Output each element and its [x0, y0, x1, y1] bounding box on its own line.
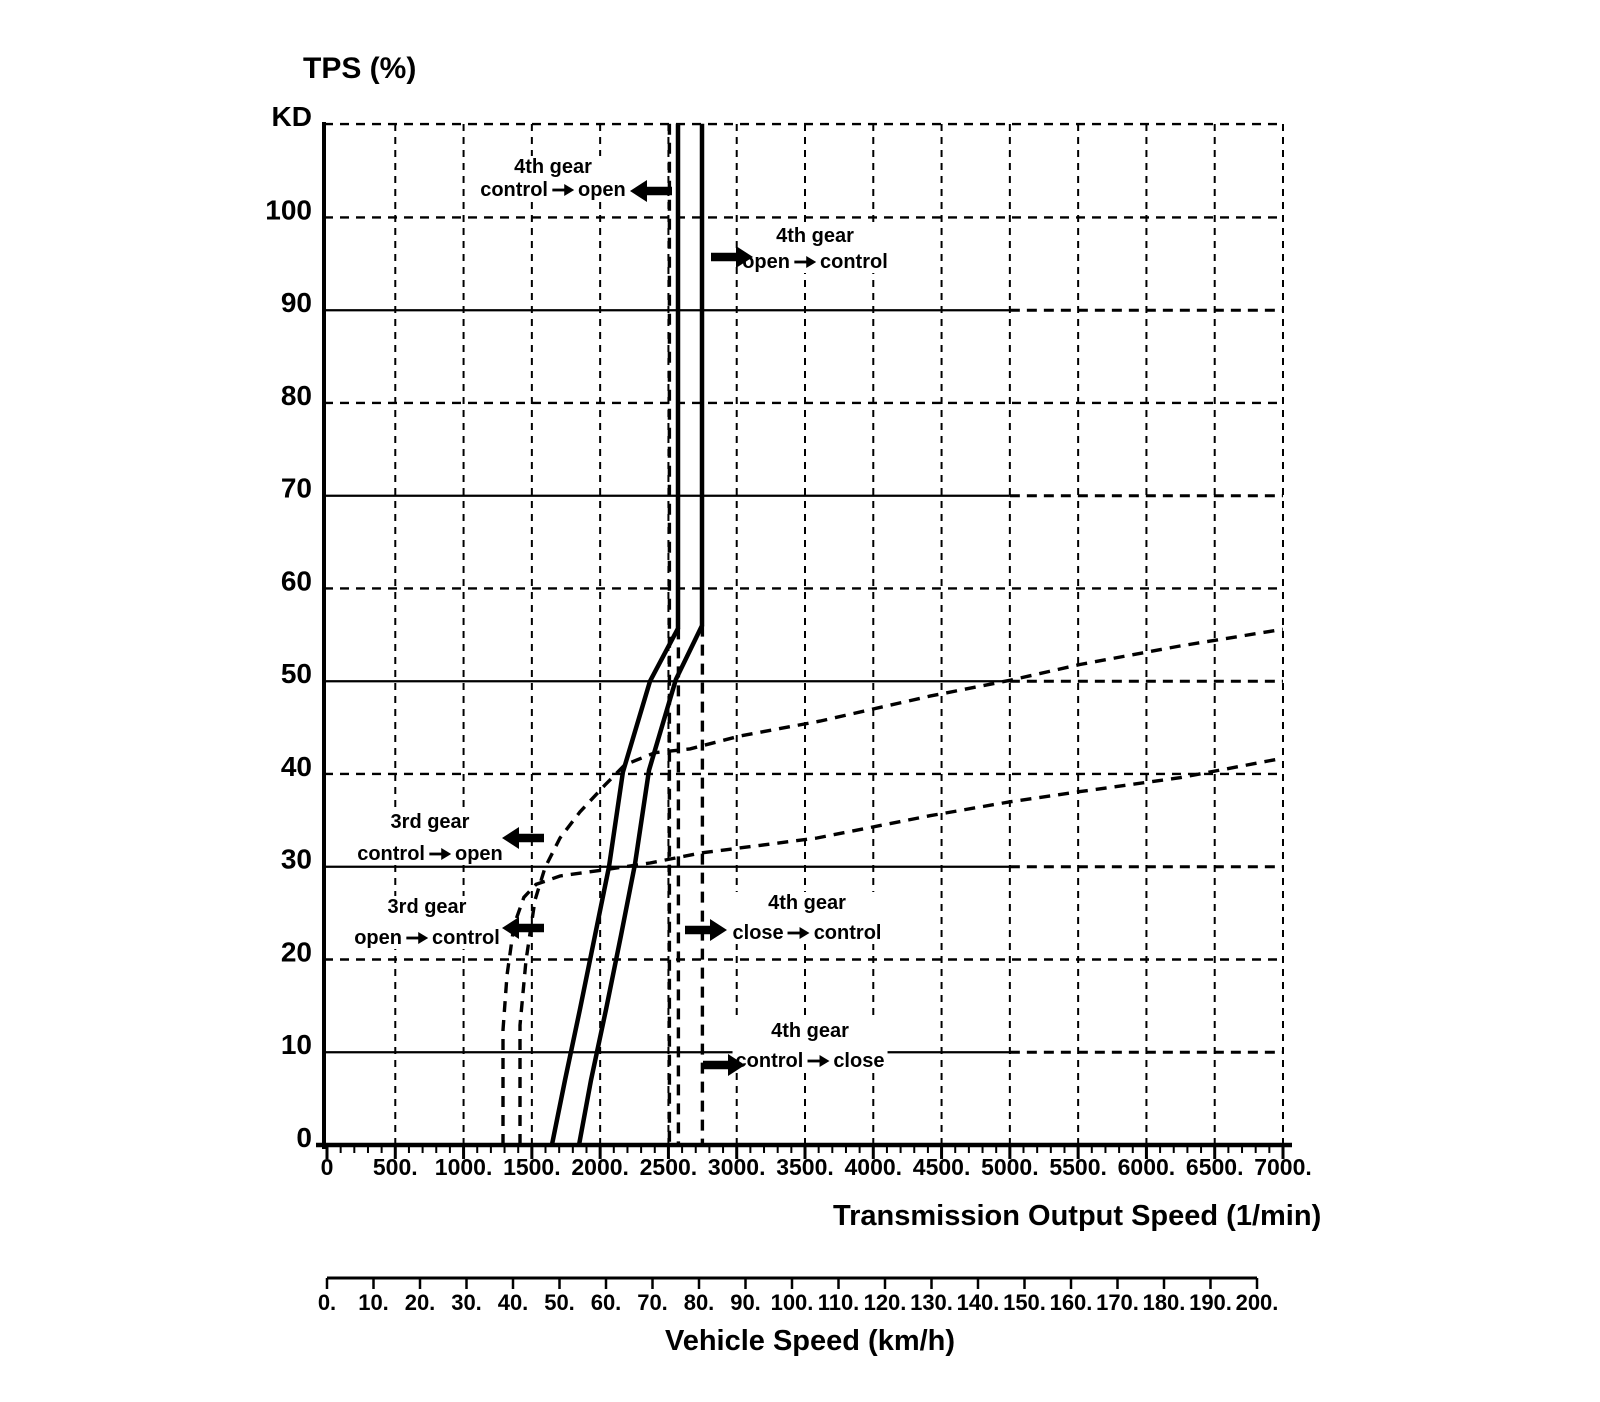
annotation-to: close — [833, 1050, 885, 1072]
series-3rd-gear-control-to-open — [518, 627, 1284, 1145]
x2-tick-label: 80. — [684, 1290, 715, 1315]
annotation-line2: open control — [354, 927, 500, 949]
annotation-from: control — [357, 843, 425, 865]
x-tick-label: 4500. — [913, 1154, 971, 1180]
annotation-line1: 4th gear — [768, 892, 846, 914]
x2-tick-label: 100. — [771, 1290, 814, 1315]
y-tick-label: 70 — [281, 473, 312, 504]
label-3rd-gear-control-open: 3rd gear control open — [354, 811, 506, 865]
label-3rd-gear-open-control: 3rd gear open control — [351, 896, 503, 949]
left-shift-arrow-icon — [630, 180, 672, 202]
annotation-line1: 4th gear — [771, 1020, 849, 1042]
label-4th-gear-close-control: 4th gear close control — [729, 892, 885, 944]
label-4th-gear-control-open: 4th gear control open — [477, 156, 629, 201]
x2-tick-label: 40. — [498, 1290, 529, 1315]
series-4th-gear-control-to-open — [549, 123, 681, 1146]
y-tick-label: 100 — [265, 194, 312, 225]
left-shift-arrow-icon — [502, 827, 544, 849]
x2-tick-label: 60. — [591, 1290, 622, 1315]
x-tick-label: 1000. — [435, 1154, 493, 1180]
x-tick-label: 2500. — [640, 1154, 698, 1180]
y-tick-label: 80 — [281, 380, 312, 411]
y-tick-label: 40 — [281, 751, 312, 782]
x2-tick-label: 90. — [730, 1290, 761, 1315]
annotation-from: control — [735, 1050, 804, 1072]
small-right-arrow-icon — [807, 1055, 830, 1067]
x2-tick-label: 180. — [1143, 1290, 1186, 1315]
x-tick-label: 500. — [373, 1154, 418, 1180]
x2-tick-label: 170. — [1096, 1290, 1139, 1315]
y-tick-label: 90 — [281, 287, 312, 318]
annotation-to: open — [455, 843, 503, 865]
series-4th-gear-open-to-control — [576, 123, 705, 1146]
x2-tick-label: 160. — [1050, 1290, 1093, 1315]
x-tick-label: 3000. — [708, 1154, 766, 1180]
x-tick-label: 2000. — [571, 1154, 629, 1180]
annotation-from: open — [354, 927, 402, 949]
x2-tick-label: 190. — [1189, 1290, 1232, 1315]
y-tick-label: 0 — [296, 1122, 312, 1153]
small-right-arrow-icon — [794, 256, 816, 268]
annotation-to: control — [820, 251, 888, 273]
annotation-line1: 4th gear — [514, 156, 592, 178]
x2-tick-label: 130. — [910, 1290, 953, 1315]
annotation-to: open — [578, 179, 626, 201]
x2-tick-label: 0. — [318, 1290, 336, 1315]
x-tick-label: 5500. — [1049, 1154, 1107, 1180]
y-tick-label: 20 — [281, 936, 312, 967]
annotation-from: open — [742, 251, 790, 273]
annotation-line1: 3rd gear — [387, 896, 467, 918]
left-shift-arrow-icon — [502, 917, 544, 939]
small-right-arrow-icon — [429, 848, 451, 860]
x2-tick-label: 120. — [864, 1290, 907, 1315]
small-right-arrow-icon — [406, 932, 428, 944]
x2-tick-label: 30. — [451, 1290, 482, 1315]
annotation-line2: control open — [480, 179, 626, 201]
small-right-arrow-icon — [552, 184, 574, 196]
x-axis-title: Transmission Output Speed (1/min) — [833, 1200, 1322, 1232]
x2-tick-label: 110. — [818, 1290, 860, 1315]
x-tick-label: 6500. — [1186, 1154, 1244, 1180]
x2-tick-label: 140. — [957, 1290, 1000, 1315]
y-tick-label: 60 — [281, 565, 312, 596]
annotation-line2: close control — [733, 922, 882, 944]
x-tick-label: 4000. — [845, 1154, 903, 1180]
x-tick-label: 6000. — [1118, 1154, 1176, 1180]
annotation-to: control — [813, 922, 882, 944]
y-axis-kd-label: KD — [272, 101, 312, 132]
x2-tick-label: 70. — [637, 1290, 668, 1315]
x-tick-label: 5000. — [981, 1154, 1039, 1180]
y-tick-label: 50 — [281, 658, 312, 689]
y-axis-title: TPS (%) — [303, 52, 417, 85]
x2-tick-label: 200. — [1236, 1290, 1279, 1315]
annotation-from: close — [732, 922, 784, 944]
right-shift-arrow-icon — [703, 1054, 745, 1076]
small-right-arrow-icon — [787, 927, 810, 939]
x2-tick-label: 50. — [544, 1290, 575, 1315]
series-3rd-gear-open-to-control — [501, 756, 1284, 1145]
x2-tick-label: 10. — [358, 1290, 389, 1315]
annotation-line2: control close — [736, 1050, 885, 1072]
x-tick-label: 1500. — [503, 1154, 561, 1180]
x-tick-label: 7000. — [1254, 1154, 1312, 1180]
x2-axis-title: Vehicle Speed (km/h) — [664, 1325, 956, 1357]
x2-tick-label: 20. — [405, 1290, 436, 1315]
y-tick-label: 10 — [281, 1029, 312, 1060]
annotation-to: control — [432, 927, 500, 949]
x-tick-label: 0 — [321, 1154, 334, 1180]
right-shift-arrow-icon — [685, 919, 727, 941]
annotation-line2: open control — [742, 251, 888, 273]
label-4th-gear-control-close: 4th gear control close — [732, 1020, 888, 1072]
right-shift-arrow-icon — [711, 246, 753, 268]
x2-tick-label: 150. — [1003, 1290, 1046, 1315]
annotation-line1: 4th gear — [776, 225, 854, 247]
annotation-line1: 3rd gear — [390, 811, 470, 833]
x-tick-label: 3500. — [776, 1154, 834, 1180]
annotation-from: control — [480, 179, 548, 201]
annotation-line2: control open — [357, 843, 503, 865]
y-tick-label: 30 — [281, 844, 312, 875]
label-4th-gear-open-control: 4th gear open control — [739, 225, 891, 273]
